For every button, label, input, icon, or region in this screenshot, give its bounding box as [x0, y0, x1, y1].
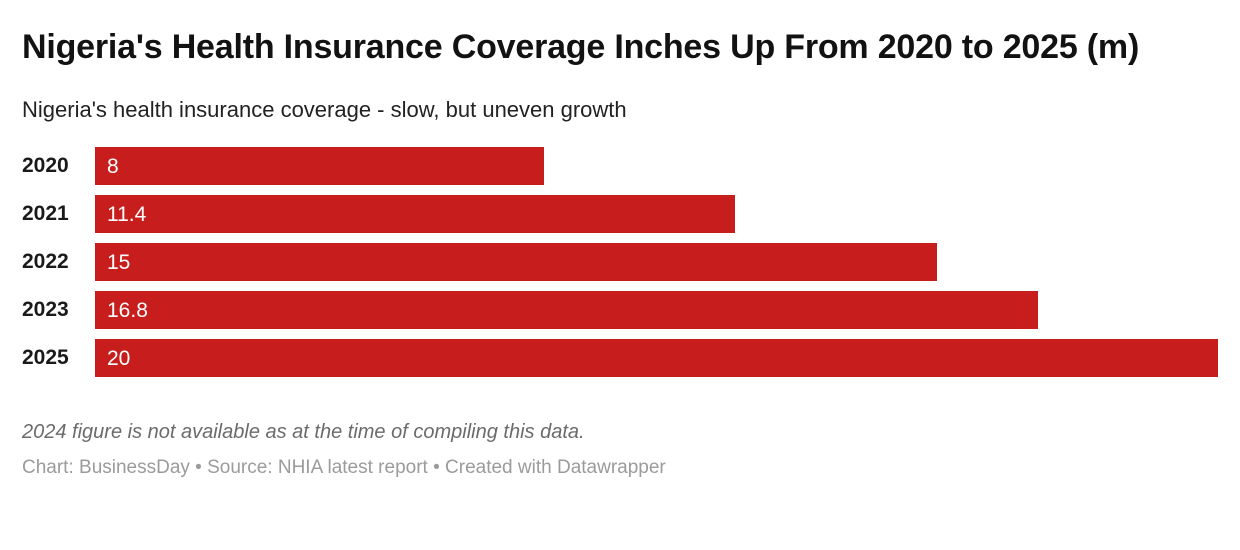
bar-row: 2021 11.4 [22, 195, 1218, 234]
bar-track: 11.4 [95, 195, 1218, 234]
bar-track: 20 [95, 339, 1218, 378]
byline: Chart: BusinessDay • Source: NHIA latest… [22, 457, 666, 479]
footnote: 2024 figure is not available as at the t… [22, 421, 585, 444]
category-label: 2022 [22, 250, 69, 274]
category-label: 2023 [22, 298, 69, 322]
bar-chart: 2020 8 2021 11.4 2022 15 2023 16.8 2025 20 [22, 147, 1218, 378]
bar-value-label: 16.8 [107, 298, 148, 322]
bar-track: 15 [95, 243, 1218, 282]
bar-row: 2022 15 [22, 243, 1218, 282]
bar-row: 2023 16.8 [22, 291, 1218, 330]
bar-value-label: 20 [107, 346, 131, 370]
bar: 8 [95, 147, 545, 186]
bar-track: 16.8 [95, 291, 1218, 330]
bar: 15 [95, 243, 938, 282]
bar: 11.4 [95, 195, 736, 234]
chart-title: Nigeria's Health Insurance Coverage Inch… [22, 28, 1140, 66]
chart-subtitle: Nigeria's health insurance coverage - sl… [22, 96, 627, 122]
category-label: 2021 [22, 202, 69, 226]
category-label: 2020 [22, 154, 69, 178]
bar-value-label: 15 [107, 250, 131, 274]
bar-value-label: 11.4 [107, 202, 147, 226]
bar-row: 2025 20 [22, 339, 1218, 378]
category-label: 2025 [22, 346, 69, 370]
bar-value-label: 8 [107, 154, 119, 178]
bar: 20 [95, 339, 1218, 378]
bar-row: 2020 8 [22, 147, 1218, 186]
bar-track: 8 [95, 147, 1218, 186]
bar: 16.8 [95, 291, 1039, 330]
